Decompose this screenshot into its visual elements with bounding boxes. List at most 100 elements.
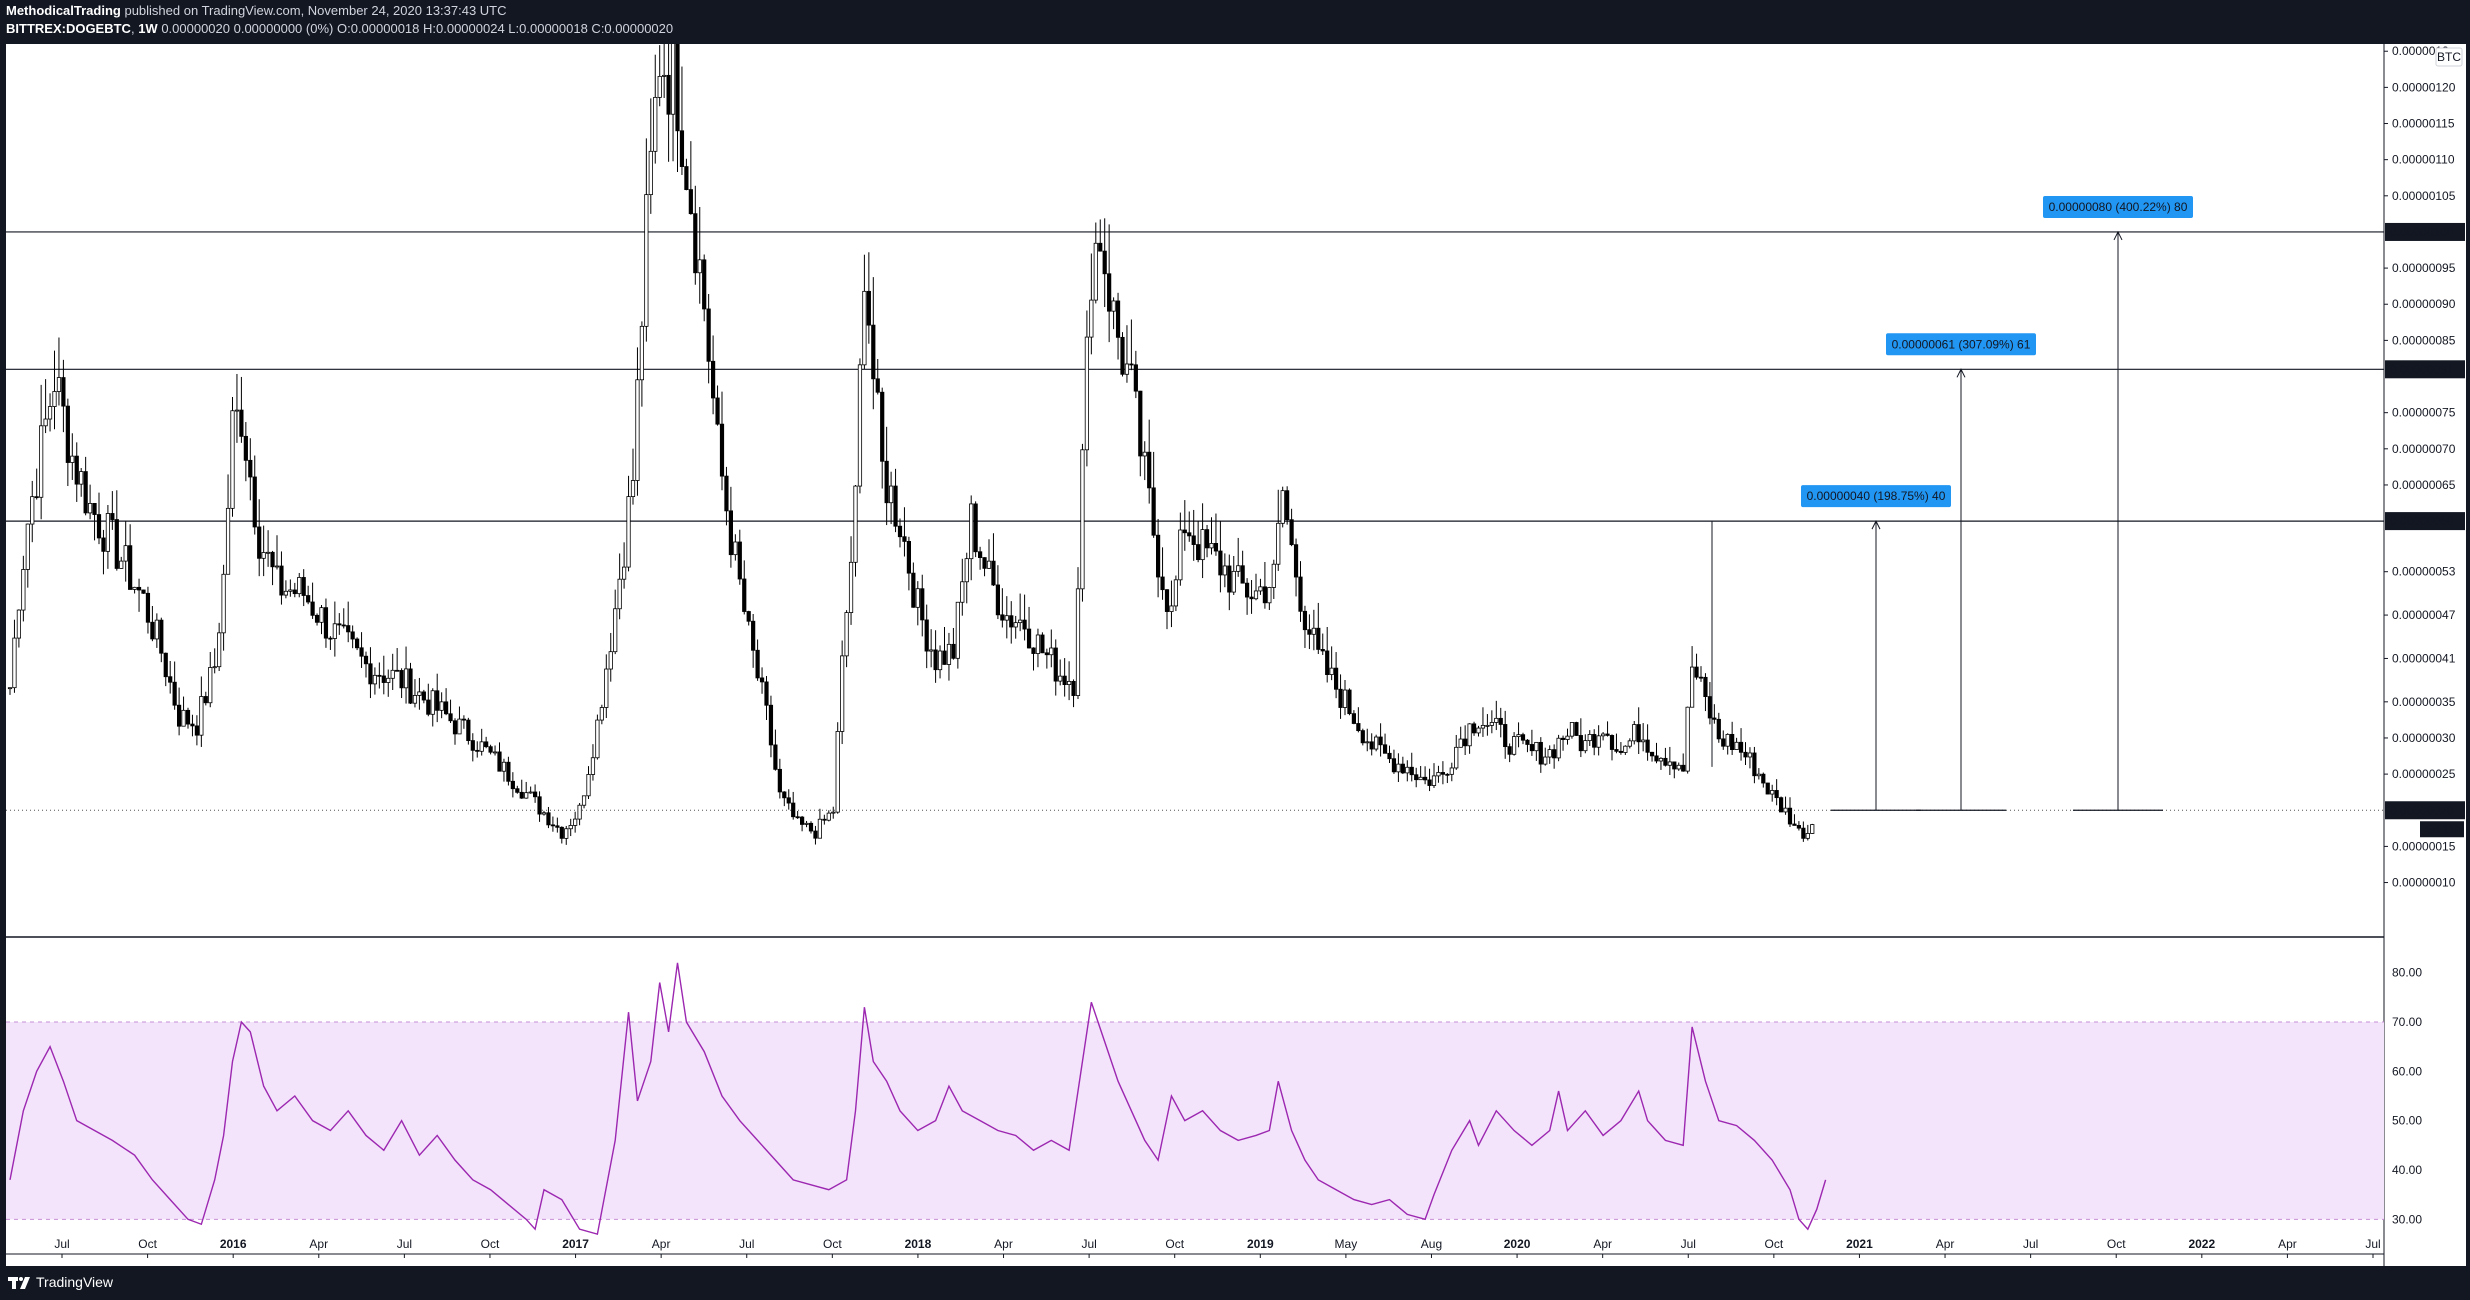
candle xyxy=(1569,722,1575,737)
candle xyxy=(212,666,217,669)
candle xyxy=(559,826,564,839)
candle xyxy=(132,586,137,590)
candle xyxy=(1747,752,1753,758)
candle xyxy=(804,822,809,825)
rsi-line[interactable] xyxy=(9,962,1827,1236)
level-label-bg xyxy=(2385,222,2465,241)
level-label: 0.00000100 xyxy=(2390,225,2454,239)
candle xyxy=(880,391,885,462)
candle xyxy=(1009,615,1014,628)
candle xyxy=(279,565,284,596)
candle xyxy=(1089,299,1094,338)
target-label-bg[interactable] xyxy=(2043,195,2193,218)
candle xyxy=(1387,752,1392,760)
candle xyxy=(1142,451,1147,457)
candle xyxy=(1583,740,1588,752)
candle xyxy=(443,701,449,715)
countdown-bg xyxy=(2420,821,2464,838)
author-name[interactable]: MethodicalTrading xyxy=(6,3,121,18)
candle xyxy=(172,681,177,706)
candle xyxy=(1245,582,1250,598)
candle xyxy=(181,709,186,727)
candle xyxy=(1360,730,1365,744)
candle xyxy=(1058,675,1063,682)
candle xyxy=(30,496,35,525)
chart-canvas[interactable]: 80.0070.0060.0050.0040.0030.000.00000120… xyxy=(6,44,2466,1266)
candle xyxy=(1218,550,1223,576)
candle xyxy=(261,552,266,559)
price-axis-label: 0.00000065 xyxy=(2392,478,2456,492)
candle xyxy=(724,475,729,512)
target-label-bg[interactable] xyxy=(1801,485,1951,508)
candle xyxy=(1694,666,1699,678)
symbol-name[interactable]: BITTREX:DOGEBTC xyxy=(6,21,131,36)
candle xyxy=(515,788,520,793)
candle xyxy=(1053,647,1058,682)
tradingview-icon xyxy=(8,1277,30,1289)
candle xyxy=(1712,717,1717,720)
candle xyxy=(328,637,333,640)
candle xyxy=(1115,300,1121,338)
time-axis-label: 2022 xyxy=(2188,1237,2215,1251)
time-axis-label: 2017 xyxy=(562,1237,589,1251)
candle xyxy=(800,816,805,825)
candle xyxy=(679,130,685,167)
candle xyxy=(52,391,57,407)
candle xyxy=(1596,735,1601,748)
candle xyxy=(742,578,747,612)
candle xyxy=(217,632,222,668)
candle xyxy=(159,619,164,654)
candle xyxy=(1529,744,1534,752)
candle xyxy=(1556,737,1561,759)
candle xyxy=(488,746,493,753)
candle xyxy=(586,774,591,797)
target-label: 0.00000080 (400.22%) 80 xyxy=(2049,200,2188,214)
rsi-axis-label: 80.00 xyxy=(2392,966,2422,980)
time-axis-label: Jul xyxy=(1681,1237,1696,1251)
candle xyxy=(1311,627,1316,635)
currency-badge[interactable] xyxy=(2435,47,2463,67)
candle xyxy=(510,780,515,790)
candle xyxy=(1618,750,1623,753)
candle xyxy=(915,588,920,608)
rsi-axis-label: 50.00 xyxy=(2392,1114,2422,1128)
candle xyxy=(350,631,355,640)
time-axis-label: Oct xyxy=(823,1237,842,1251)
candle xyxy=(1307,629,1312,635)
candle xyxy=(363,655,369,665)
candle xyxy=(848,561,854,613)
interval-label[interactable]: 1W xyxy=(138,21,158,36)
candle xyxy=(1761,773,1766,784)
candle xyxy=(270,551,275,568)
candle xyxy=(1227,565,1232,593)
candle xyxy=(119,560,124,569)
tradingview-logo[interactable]: TradingView xyxy=(8,1273,113,1291)
candle xyxy=(528,791,533,794)
candle xyxy=(1547,749,1552,758)
candle xyxy=(1209,543,1214,549)
candle xyxy=(1414,774,1419,781)
price-axis-label: 0.0000012 xyxy=(2392,44,2449,58)
candle xyxy=(871,324,876,380)
candle xyxy=(21,569,26,611)
candle xyxy=(550,824,556,827)
candle xyxy=(110,513,115,520)
chart-area[interactable]: 80.00 70.00 60.00 50.00 40.00 30.00 0.0000012 0… xyxy=(6,44,2466,1266)
candle xyxy=(1578,735,1583,752)
candle xyxy=(1725,733,1730,747)
candle xyxy=(991,560,996,586)
candle xyxy=(1716,718,1721,740)
candle xyxy=(773,744,778,770)
candle xyxy=(1258,586,1263,592)
candle xyxy=(1031,647,1036,654)
candle xyxy=(897,525,903,538)
candle xyxy=(1093,242,1098,301)
candle xyxy=(341,624,346,627)
candle xyxy=(1018,619,1023,624)
candle xyxy=(942,650,947,665)
price-axis-label: 0.00000115 xyxy=(2392,117,2455,131)
candle xyxy=(12,637,17,689)
candle xyxy=(1120,336,1125,375)
candle xyxy=(1498,717,1503,725)
target-label-bg[interactable] xyxy=(1886,333,2036,356)
